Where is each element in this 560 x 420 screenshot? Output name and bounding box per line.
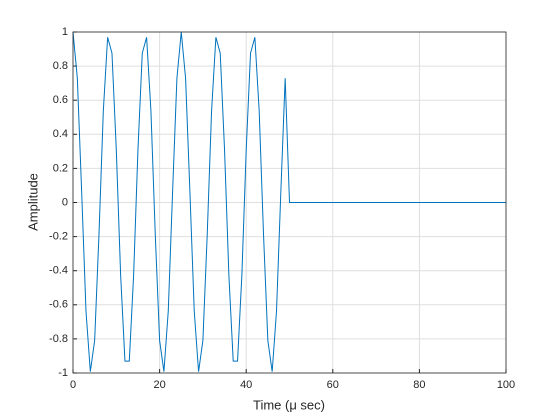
y-tick-label: -0.6: [49, 299, 68, 311]
x-tick-label: 60: [327, 379, 339, 391]
axes-box: [72, 31, 507, 374]
y-tick-label: -1: [58, 367, 68, 379]
x-tick-label: 100: [497, 379, 515, 391]
y-tick-label: 0: [62, 196, 68, 208]
y-tick-label: 1: [62, 26, 68, 38]
x-tick-label: 20: [153, 379, 165, 391]
data-line: [72, 31, 506, 372]
x-tick-label: 80: [413, 379, 425, 391]
y-tick-label: -0.8: [49, 333, 68, 345]
y-tick-label: 0.2: [53, 162, 68, 174]
y-tick-label: 0.6: [53, 94, 68, 106]
y-tick-label: -0.4: [49, 265, 68, 277]
y-tick-label: 0.4: [53, 128, 68, 140]
x-tick-label: 40: [240, 379, 252, 391]
y-tick-label: 0.8: [53, 60, 68, 72]
y-axis-label: Amplitude: [25, 173, 40, 231]
x-axis-label: Time (μ sec): [253, 397, 325, 412]
x-tick-label: 0: [70, 379, 76, 391]
y-tick-label: -0.2: [49, 231, 68, 243]
